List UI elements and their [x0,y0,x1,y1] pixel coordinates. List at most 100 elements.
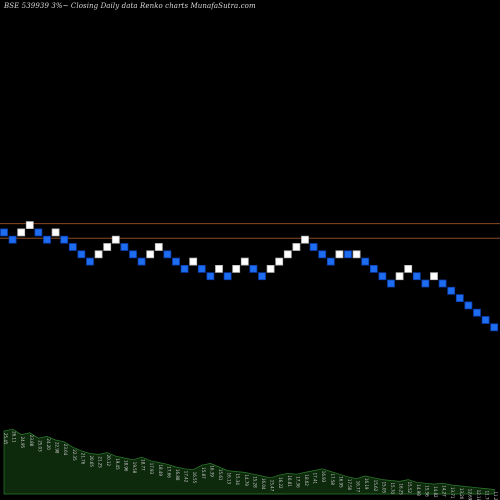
renko-brick-down [438,279,447,288]
renko-brick-down [43,235,51,244]
volume-label: 19.45 [115,458,120,470]
renko-brick-up [232,264,241,273]
renko-brick-down [60,235,69,244]
renko-brick-down [447,286,456,295]
volume-label: 15.61 [218,469,223,481]
volume-label: 16.04 [261,478,266,490]
volume-label: 26.11 [12,431,17,443]
renko-brick-down [464,301,473,310]
volume-label: 14.27 [442,485,447,497]
renko-brick-down [326,257,335,266]
volume-label: 17.58 [330,474,335,486]
renko-brick-up [17,228,26,237]
volume-label: 18.96 [123,460,128,472]
renko-brick-down [309,243,318,251]
renko-brick-up [404,264,413,273]
renko-brick-up [292,243,301,251]
renko-brick-down [163,250,172,259]
renko-brick-down [86,257,94,266]
volume-label: 17.42 [184,471,189,483]
renko-brick-up [94,250,103,259]
volume-label: 14.82 [433,486,438,498]
volume-area-path [3,428,495,495]
volume-label: 16.77 [356,481,361,493]
volume-label: 17.36 [295,476,300,488]
renko-brick-down [172,257,180,266]
volume-label: 13.71 [450,487,455,499]
volume-label: 16.13 [227,473,232,485]
volume-label: 15.28 [252,476,257,488]
renko-brick-down [8,235,17,244]
volume-label: 15.05 [381,482,386,494]
renko-brick-down [249,264,258,273]
renko-brick-down [421,279,430,288]
renko-brick-up [154,243,163,251]
volume-label: 25.45 [3,433,8,445]
renko-brick-down [0,228,8,237]
volume-label: 17.66 [166,466,171,478]
volume-label: 15.34 [235,474,240,486]
renko-brick-up [215,264,223,273]
volume-label: 17.41 [313,473,318,485]
volume-label: 16.25 [399,483,404,495]
volume-label: 12.69 [467,489,472,500]
volume-label: 23.88 [29,435,34,447]
renko-brick-down [129,250,137,259]
renko-brick-down [318,250,327,259]
volume-label: 19.58 [132,462,137,474]
renko-brick-down [180,264,189,273]
renko-brick-up [111,235,120,244]
volume-label: 16.95 [338,476,343,488]
volume-label: 15.56 [424,485,429,497]
volume-label: 16.88 [175,469,180,481]
renko-brick-up [335,250,344,259]
renko-brick-up [25,221,34,230]
renko-brick-up [51,228,60,237]
renko-brick-up [189,257,198,266]
volume-label: 22.35 [72,449,77,461]
renko-brick-up [301,235,309,244]
volume-label: 18.77 [141,459,146,471]
volume-label: 16.22 [278,477,283,489]
volume-label: 16.93 [321,471,326,483]
volume-labels: 25.45 26.11 24.95 23.88 25.03 24.20 22.98 23.64… [3,431,498,500]
renko-brick-down [344,250,352,259]
renko-brick-down [481,316,490,324]
renko-brick-down [197,264,206,273]
volume-label: 21.25 [98,456,103,468]
renko-brick-down [120,243,129,251]
volume-label: 11.70 [485,491,490,500]
renko-brick-up [240,257,249,266]
renko-brick-down [412,272,421,281]
volume-label: 22.98 [55,442,60,454]
renko-brick-down [68,243,77,251]
renko-brick-up [266,264,275,273]
volume-label: 16.55 [192,472,197,484]
renko-brick-down [77,250,86,259]
volume-label: 13.20 [459,488,464,500]
renko-brick-down [490,323,499,332]
volume-label: 15.47 [270,480,275,492]
volume-label: 20.12 [106,455,111,467]
renko-brick-up [146,250,155,259]
volume-area [3,428,495,495]
volume-label: 25.03 [37,440,42,452]
renko-brick-up [275,257,284,266]
volume-label: 15.70 [390,483,395,495]
renko-bricks [0,221,499,332]
volume-label: 18.02 [304,474,309,486]
renko-brick-down [223,272,232,281]
volume-label: 16.19 [364,478,369,490]
renko-brick-down [258,272,266,281]
volume-label: 11.22 [493,492,498,500]
volume-label: 15.52 [407,482,412,494]
renko-brick-up [430,272,438,281]
volume-label: 15.62 [373,480,378,492]
reference-lines [0,223,500,239]
renko-brick-down [387,279,395,288]
renko-brick-down [206,272,215,281]
renko-brick-down [361,257,370,266]
volume-label: 12.18 [476,490,481,500]
renko-brick-down [369,264,378,273]
